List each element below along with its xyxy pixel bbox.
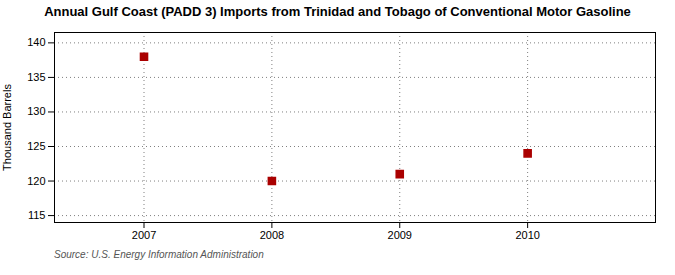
svg-text:125: 125 <box>27 140 45 152</box>
svg-text:Thousand Barrels: Thousand Barrels <box>1 84 13 171</box>
svg-text:140: 140 <box>27 36 45 48</box>
svg-text:2007: 2007 <box>132 229 156 241</box>
svg-text:115: 115 <box>28 209 46 221</box>
svg-text:2008: 2008 <box>260 229 284 241</box>
svg-text:130: 130 <box>27 105 45 117</box>
svg-text:2010: 2010 <box>515 229 539 241</box>
svg-text:135: 135 <box>27 71 45 83</box>
svg-text:120: 120 <box>27 175 45 187</box>
html-text:Source: U.S. Energy Informatio: Source: U.S. Energy Information Administ… <box>54 249 264 260</box>
svg-text:2009: 2009 <box>388 229 412 241</box>
html-text:Annual Gulf Coast (PADD 3) Imp: Annual Gulf Coast (PADD 3) Imports from … <box>44 4 631 19</box>
